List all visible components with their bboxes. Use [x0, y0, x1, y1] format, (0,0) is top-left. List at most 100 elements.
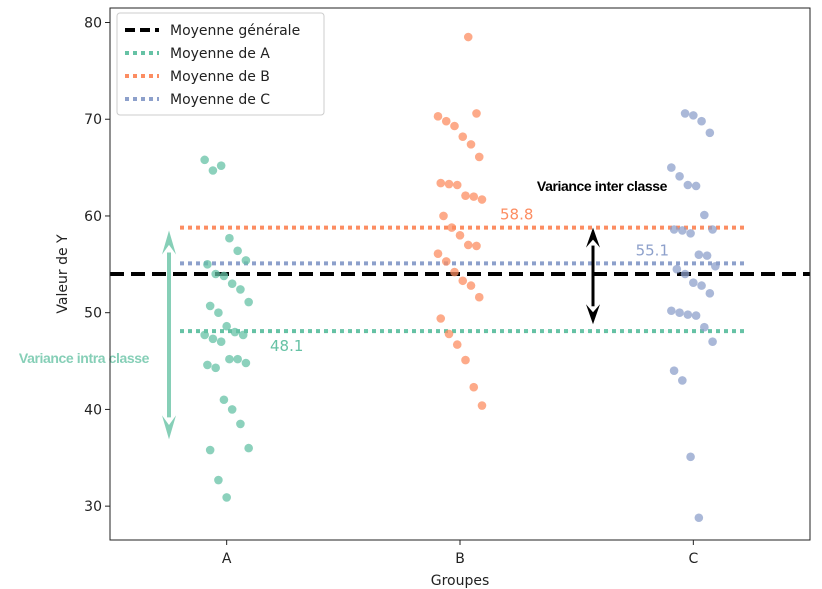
- data-point-A: [225, 354, 234, 364]
- data-point-C: [697, 281, 706, 290]
- data-point-C: [697, 116, 706, 126]
- data-point-B: [458, 132, 468, 141]
- y-tick-label: 50: [84, 306, 102, 322]
- data-points: [200, 32, 720, 523]
- intra-class-arrow-head-top: [162, 230, 176, 255]
- data-point-B: [441, 257, 451, 266]
- y-tick-label: 80: [84, 16, 102, 32]
- data-point-A: [205, 445, 215, 455]
- data-point-A: [214, 475, 223, 485]
- data-point-B: [474, 152, 484, 162]
- data-point-B: [477, 195, 487, 204]
- data-point-A: [214, 308, 223, 317]
- data-point-C: [702, 251, 712, 260]
- data-point-C: [675, 172, 684, 181]
- data-point-B: [472, 241, 481, 251]
- inter-class-label: Variance inter classe: [537, 178, 668, 194]
- data-point-B: [461, 355, 470, 365]
- data-point-C: [711, 261, 720, 271]
- y-axis-ticks: 30 40 50 60 70 80: [84, 16, 110, 515]
- data-point-C: [708, 337, 717, 347]
- data-point-B: [477, 401, 487, 410]
- data-point-C: [705, 128, 715, 138]
- data-point-B: [466, 281, 476, 290]
- x-tick-label: A: [222, 551, 232, 567]
- legend-label-c: Moyenne de C: [170, 92, 270, 108]
- data-point-A: [227, 405, 237, 414]
- legend: Moyenne générale Moyenne de A Moyenne de B…: [116, 12, 325, 116]
- data-point-C: [691, 311, 701, 320]
- data-point-C: [683, 310, 693, 319]
- intra-class-label: Variance intra classe: [19, 350, 150, 366]
- data-point-A: [219, 395, 229, 405]
- data-point-A: [211, 363, 220, 373]
- data-point-C: [700, 322, 709, 332]
- data-point-A: [225, 233, 234, 243]
- data-point-C: [678, 226, 687, 235]
- data-point-C: [669, 225, 679, 234]
- data-point-B: [472, 109, 481, 118]
- x-tick-label: C: [688, 551, 698, 567]
- data-point-A: [241, 256, 251, 265]
- data-point-B: [439, 211, 448, 221]
- data-point-A: [222, 321, 231, 331]
- mean-value-label-B: 58.8: [500, 206, 533, 224]
- data-point-C: [675, 308, 684, 317]
- legend-label-overall: Moyenne générale: [170, 23, 300, 39]
- legend-label-a: Moyenne de A: [170, 46, 270, 62]
- data-point-C: [689, 111, 698, 120]
- y-tick-label: 40: [84, 402, 102, 418]
- data-point-B: [433, 112, 443, 121]
- data-point-B: [469, 382, 479, 392]
- data-point-B: [436, 178, 446, 188]
- data-point-C: [672, 264, 682, 274]
- inter-class-arrow: [586, 227, 600, 325]
- data-point-B: [474, 292, 484, 302]
- data-point-A: [236, 285, 245, 294]
- data-point-B: [436, 314, 446, 323]
- annotations: Variance inter classe Variance intra clas…: [19, 178, 668, 440]
- y-axis-label: Valeur de Y: [55, 234, 71, 314]
- intra-class-arrow: [162, 230, 176, 440]
- data-point-C: [667, 163, 676, 172]
- data-point-B: [447, 223, 457, 232]
- data-point-A: [233, 354, 242, 364]
- data-point-C: [708, 225, 717, 234]
- data-point-A: [236, 419, 245, 429]
- data-point-A: [244, 297, 253, 307]
- data-point-C: [678, 376, 687, 385]
- mean-value-label-A: 48.1: [270, 337, 303, 355]
- data-point-B: [469, 192, 479, 201]
- data-point-A: [222, 493, 231, 502]
- data-point-A: [208, 334, 218, 344]
- data-point-C: [691, 181, 701, 191]
- data-point-B: [441, 116, 451, 126]
- intra-class-arrow-head-bottom: [162, 415, 176, 440]
- data-point-C: [689, 278, 698, 288]
- data-point-C: [694, 513, 704, 523]
- data-point-A: [203, 260, 212, 269]
- inter-class-arrow-head-top: [586, 227, 600, 248]
- data-point-C: [680, 269, 690, 279]
- data-point-A: [230, 327, 240, 337]
- x-axis-ticks: A B C: [222, 540, 698, 567]
- data-point-B: [444, 329, 454, 339]
- data-point-C: [700, 210, 709, 220]
- data-point-A: [211, 269, 220, 279]
- data-point-B: [455, 231, 465, 240]
- data-point-B: [452, 180, 462, 190]
- data-point-A: [200, 155, 209, 165]
- data-point-B: [450, 121, 459, 131]
- legend-box: [116, 12, 325, 116]
- y-tick-label: 60: [84, 209, 102, 225]
- data-point-C: [669, 366, 679, 376]
- data-point-A: [205, 301, 215, 311]
- data-point-C: [694, 250, 704, 259]
- mean-value-label-C: 55.1: [636, 241, 669, 259]
- data-point-C: [686, 229, 695, 238]
- data-point-B: [444, 179, 454, 189]
- data-point-A: [219, 271, 229, 281]
- data-point-C: [683, 180, 693, 190]
- data-point-A: [216, 161, 226, 170]
